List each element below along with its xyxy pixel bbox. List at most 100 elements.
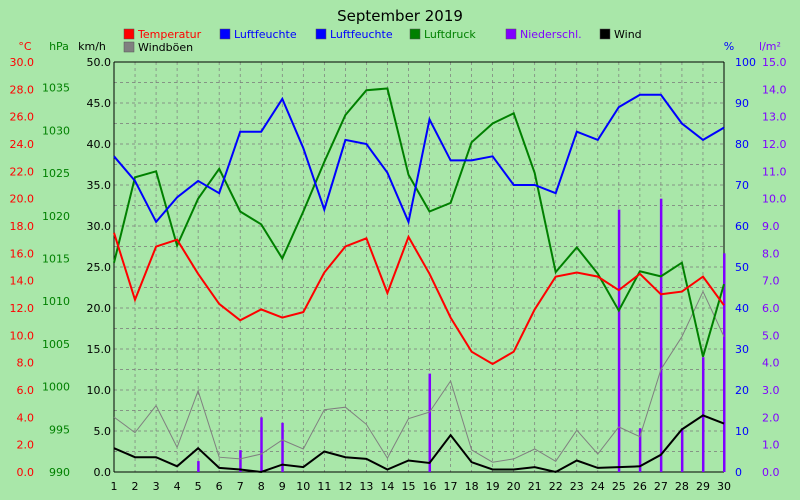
precip-tick-label: 1.0 <box>762 439 780 452</box>
humidity-tick-label: 100 <box>735 56 756 69</box>
temp-tick-label: 16.0 <box>10 247 35 260</box>
x-tick-label: 2 <box>132 480 139 493</box>
series-line-temperatur <box>113 232 725 366</box>
wind-tick-label: 15.0 <box>87 343 112 356</box>
legend-swatch <box>219 28 231 40</box>
precip-bar <box>239 450 242 472</box>
legend: Temperatur Luftfeuchte Luftfeuchte Luftdruc… <box>123 28 642 54</box>
x-tick-label: 23 <box>570 480 584 493</box>
legend-label-temperatur: Temperatur <box>137 28 202 41</box>
x-tick-label: 29 <box>696 480 710 493</box>
pressure-tick-label: 1000 <box>42 381 70 394</box>
humidity-axis-unit: % <box>724 40 734 53</box>
humidity-tick-label: 80 <box>735 138 749 151</box>
wind-tick-label: 40.0 <box>87 138 112 151</box>
precip-tick-label: 15.0 <box>762 56 787 69</box>
x-tick-label: 11 <box>317 480 331 493</box>
x-tick-label: 17 <box>444 480 458 493</box>
temp-tick-label: 28.0 <box>10 83 35 96</box>
temp-tick-label: 22.0 <box>10 165 35 178</box>
pressure-tick-label: 995 <box>49 423 70 436</box>
pressure-tick-label: 1010 <box>42 295 70 308</box>
x-tick-label: 25 <box>612 480 626 493</box>
x-tick-label: 13 <box>359 480 373 493</box>
wind-tick-label: 0.0 <box>94 466 112 479</box>
humidity-tick-label: 60 <box>735 220 749 233</box>
precip-bar <box>197 461 200 472</box>
wind-tick-label: 35.0 <box>87 179 112 192</box>
axes: 0.02.04.06.08.010.012.014.016.018.020.02… <box>10 56 787 493</box>
precip-tick-label: 11.0 <box>762 165 787 178</box>
pressure-axis-unit: hPa <box>49 40 69 53</box>
legend-swatch <box>315 28 327 40</box>
x-tick-label: 4 <box>174 480 181 493</box>
humidity-tick-label: 50 <box>735 261 749 274</box>
precip-tick-label: 5.0 <box>762 329 780 342</box>
legend-swatch <box>123 41 135 53</box>
humidity-tick-label: 70 <box>735 179 749 192</box>
precip-bar <box>260 417 263 472</box>
x-tick-label: 19 <box>486 480 500 493</box>
x-tick-label: 21 <box>528 480 542 493</box>
precip-tick-label: 3.0 <box>762 384 780 397</box>
wind-tick-label: 50.0 <box>87 56 112 69</box>
pressure-tick-label: 1025 <box>42 167 70 180</box>
temp-tick-label: 20.0 <box>10 193 35 206</box>
wind-tick-label: 5.0 <box>94 425 112 438</box>
pressure-tick-label: 1005 <box>42 338 70 351</box>
temp-tick-label: 8.0 <box>17 357 35 370</box>
precip-bar <box>638 428 642 472</box>
temp-tick-label: 12.0 <box>10 302 35 315</box>
legend-label-luftdruck: Luftdruck <box>424 28 476 41</box>
temp-tick-label: 2.0 <box>17 439 35 452</box>
x-tick-label: 24 <box>591 480 605 493</box>
precip-tick-label: 12.0 <box>762 138 787 151</box>
temp-tick-label: 14.0 <box>10 275 35 288</box>
precip-bar <box>281 422 284 472</box>
temp-tick-label: 0.0 <box>17 466 35 479</box>
wind-tick-label: 45.0 <box>87 97 112 110</box>
temp-tick-label: 6.0 <box>17 384 35 397</box>
series-line-luftdruck <box>113 87 725 357</box>
x-tick-label: 20 <box>507 480 521 493</box>
temp-tick-label: 10.0 <box>10 329 35 342</box>
x-tick-label: 26 <box>633 480 647 493</box>
wind-tick-label: 25.0 <box>87 261 112 274</box>
pressure-tick-label: 1015 <box>42 252 70 265</box>
wind-tick-label: 30.0 <box>87 220 112 233</box>
x-tick-label: 9 <box>279 480 286 493</box>
series-lines <box>113 87 725 474</box>
precip-tick-label: 2.0 <box>762 411 780 424</box>
humidity-tick-label: 10 <box>735 425 749 438</box>
x-tick-label: 22 <box>549 480 563 493</box>
x-tick-label: 18 <box>465 480 479 493</box>
x-tick-label: 15 <box>401 480 415 493</box>
humidity-tick-label: 40 <box>735 302 749 315</box>
temp-tick-label: 30.0 <box>10 56 35 69</box>
temp-tick-label: 18.0 <box>10 220 35 233</box>
x-tick-label: 16 <box>423 480 437 493</box>
humidity-tick-label: 90 <box>735 97 749 110</box>
legend-swatch <box>123 28 135 40</box>
legend-label-luftfeuchte: Luftfeuchte <box>234 28 297 41</box>
legend-swatch <box>599 28 611 40</box>
series-line-windb-en <box>113 290 725 463</box>
x-tick-label: 8 <box>258 480 265 493</box>
precip-tick-label: 10.0 <box>762 193 787 206</box>
x-tick-label: 27 <box>654 480 668 493</box>
x-tick-label: 28 <box>675 480 689 493</box>
precip-tick-label: 6.0 <box>762 302 780 315</box>
precip-tick-label: 4.0 <box>762 357 780 370</box>
precip-bar <box>659 198 663 472</box>
temp-axis-unit: °C <box>18 40 32 53</box>
legend-label-niederschl-: Niederschl. <box>520 28 582 41</box>
precip-bar <box>680 428 684 472</box>
x-tick-label: 10 <box>296 480 310 493</box>
humidity-tick-label: 20 <box>735 384 749 397</box>
precip-tick-label: 9.0 <box>762 220 780 233</box>
wind-tick-label: 20.0 <box>87 302 112 315</box>
precip-bar <box>723 253 726 472</box>
x-tick-label: 7 <box>237 480 244 493</box>
